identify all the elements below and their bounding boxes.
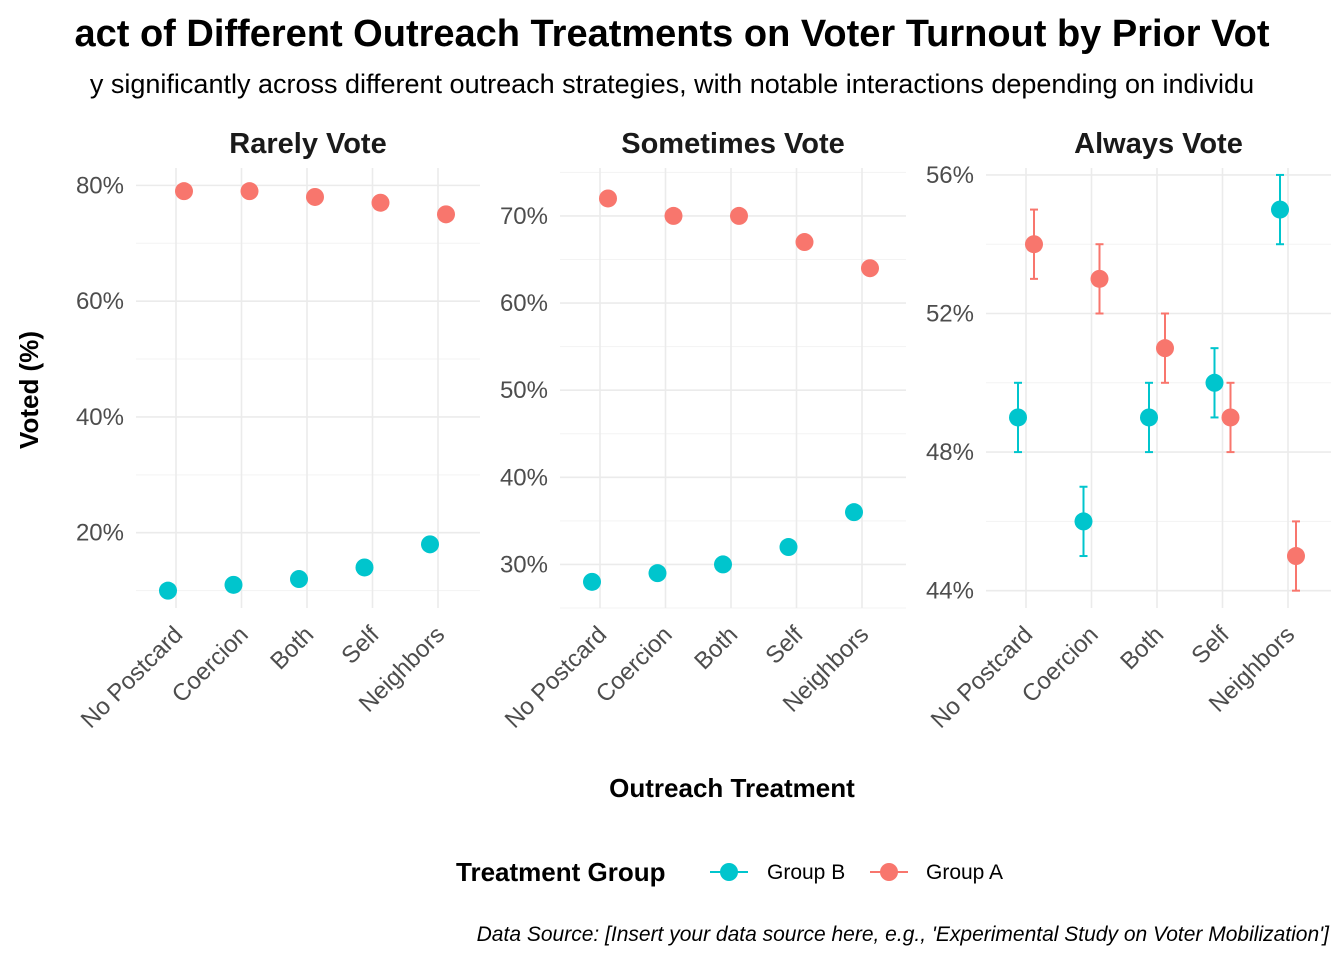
x-axis-title: Outreach Treatment — [609, 773, 855, 803]
data-point-group-b-coercion — [224, 575, 243, 594]
panel-sometimes-vote: Sometimes Vote 30% 40% 50% 60% 70% No Postcard… — [500, 128, 906, 734]
data-point-group-a-coercion — [1090, 269, 1109, 288]
legend-key-group-b — [710, 863, 748, 881]
series-group-a — [599, 189, 879, 278]
y-tick-label: 44% — [926, 578, 974, 605]
legend-label-group-b: Group B — [767, 861, 845, 884]
data-point-group-b-neighbors — [1271, 200, 1289, 219]
data-point-group-b-coercion — [648, 564, 667, 583]
y-axis-title: Voted (%) — [14, 331, 44, 449]
y-tick-label: 40% — [76, 404, 124, 431]
x-tick-label-self: Self — [336, 621, 385, 670]
data-point-group-b-both — [714, 555, 732, 574]
data-point-group-b-neighbors — [845, 503, 863, 522]
x-tick-label-self: Self — [760, 621, 809, 670]
y-tick-label: 80% — [76, 172, 124, 199]
legend-label-group-a: Group A — [926, 861, 1003, 884]
data-point-group-a-no-postcard — [599, 189, 617, 208]
data-point-group-a-coercion — [240, 182, 259, 201]
data-point-group-a-coercion — [664, 206, 683, 225]
y-tick-label: 40% — [500, 464, 548, 491]
data-point-group-a-neighbors — [1287, 547, 1305, 566]
data-point-group-b-neighbors — [421, 535, 439, 554]
series-group-a — [175, 182, 455, 224]
y-tick-label: 56% — [926, 162, 974, 189]
series-group-a — [1025, 208, 1305, 592]
y-tick-label: 50% — [500, 377, 548, 404]
data-point-group-a-self — [371, 193, 390, 212]
x-tick-label-no-postcard: No Postcard — [926, 621, 1038, 733]
chart-subtitle: y significantly across different outreac… — [90, 69, 1254, 99]
series-group-b — [583, 503, 863, 591]
y-tick-label: 60% — [500, 290, 548, 317]
legend-title: Treatment Group — [456, 857, 665, 887]
x-tick-label-self: Self — [1186, 621, 1235, 670]
panel-title-always-vote: Always Vote — [1074, 128, 1243, 160]
data-point-group-b-self — [1205, 373, 1224, 392]
chart-title: act of Different Outreach Treatments on … — [74, 13, 1269, 55]
y-tick-label: 48% — [926, 439, 974, 466]
panel-title-sometimes-vote: Sometimes Vote — [621, 128, 844, 160]
data-point-group-b-self — [355, 558, 374, 577]
x-tick-label-both: Both — [265, 621, 319, 675]
x-tick-label-both: Both — [689, 621, 743, 675]
data-point-group-b-no-postcard — [159, 581, 177, 600]
data-point-group-a-self — [1221, 408, 1240, 427]
data-point-group-a-both — [306, 187, 324, 206]
data-point-group-a-self — [795, 233, 814, 252]
data-point-group-b-no-postcard — [583, 572, 601, 591]
legend: Treatment Group Group B Group A — [456, 857, 1003, 887]
data-point-group-b-no-postcard — [1009, 408, 1027, 427]
y-tick-label: 70% — [500, 203, 548, 230]
series-group-b — [1009, 173, 1289, 558]
series-group-b — [159, 535, 439, 600]
legend-key-group-a — [870, 863, 908, 881]
data-point-group-a-neighbors — [861, 259, 879, 278]
x-tick-label-no-postcard: No Postcard — [500, 621, 612, 733]
data-point-group-b-both — [1140, 408, 1158, 427]
y-tick-label: 52% — [926, 301, 974, 328]
data-point-group-a-both — [1156, 339, 1174, 358]
data-point-group-b-self — [779, 538, 798, 557]
data-point-group-a-both — [730, 206, 748, 225]
x-tick-label-both: Both — [1115, 621, 1169, 675]
y-tick-label: 30% — [500, 551, 548, 578]
data-point-group-b-coercion — [1074, 512, 1093, 531]
data-point-group-a-neighbors — [437, 205, 455, 224]
chart-caption: Data Source: [Insert your data source he… — [477, 923, 1331, 946]
y-tick-label: 20% — [76, 520, 124, 547]
panel-title-rarely-vote: Rarely Vote — [229, 128, 386, 160]
data-point-group-a-no-postcard — [1025, 235, 1043, 254]
y-tick-label: 60% — [76, 288, 124, 315]
x-tick-label-no-postcard: No Postcard — [76, 621, 188, 733]
data-point-group-a-no-postcard — [175, 182, 193, 201]
data-point-group-b-both — [290, 570, 308, 589]
